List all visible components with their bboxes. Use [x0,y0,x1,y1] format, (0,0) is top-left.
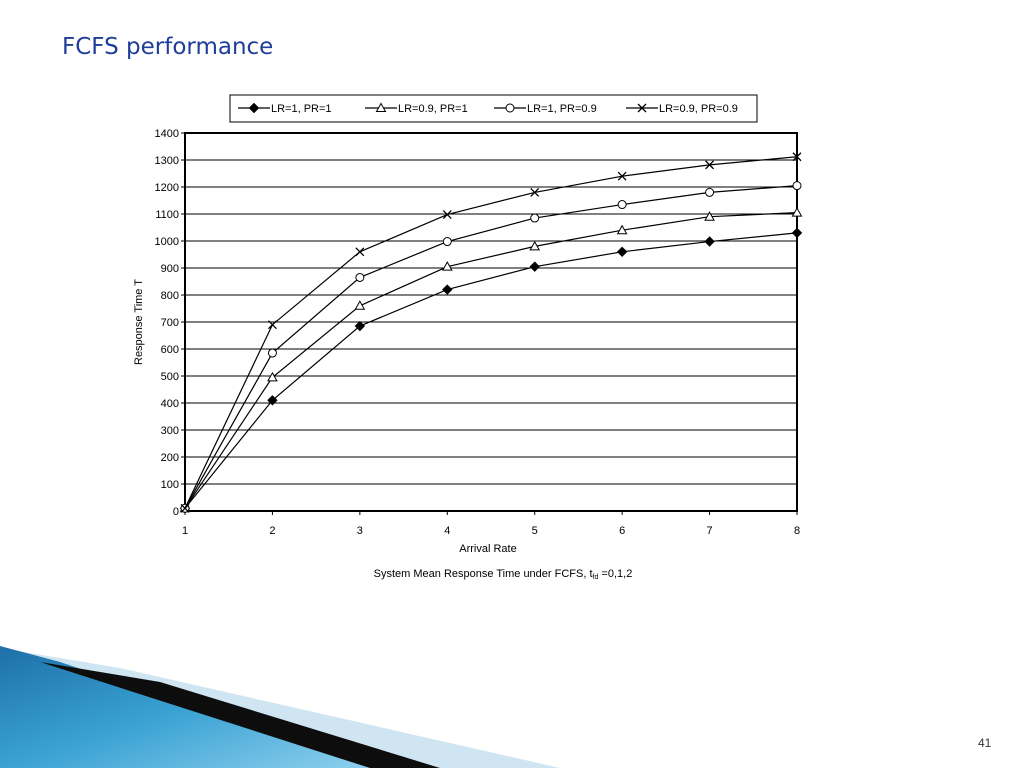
data-point-cross [705,160,715,170]
series-triangle [179,207,803,513]
series-cross [180,152,802,513]
slide-number: 41 [978,736,992,750]
data-point-diamond [267,395,278,406]
data-point-circle [505,103,515,113]
y-tick-label: 100 [161,479,179,491]
x-tick-label: 1 [182,525,188,537]
slide-title: FCFS performance [62,34,274,60]
footer-decoration [0,646,560,768]
data-point-triangle [529,240,541,251]
data-point-triangle [704,211,715,221]
caption-subscript: fd [593,574,599,581]
data-point-triangle [441,261,453,271]
data-point-circle [267,348,277,358]
x-tick-label: 5 [532,525,538,537]
x-tick-label: 6 [619,525,625,537]
data-point-cross [355,247,365,257]
y-tick-label: 1000 [155,236,179,248]
series-line [184,185,798,509]
y-tick-label: 800 [161,290,179,302]
data-point-diamond [529,261,540,272]
data-point-triangle [267,371,278,382]
y-tick-label: 600 [161,344,179,356]
chart-grid [185,159,797,485]
legend-label: LR=1, PR=0.9 [527,103,597,115]
footer-dark-band [40,662,440,768]
data-point-cross [637,103,647,113]
data-point-cross [617,171,627,181]
y-tick-label: 0 [173,506,179,518]
legend-label: LR=0.9, PR=1 [398,103,468,115]
data-point-diamond [248,102,260,114]
data-point-cross [442,210,452,219]
x-tick-label: 2 [269,525,275,537]
data-point-cross [180,503,190,513]
y-tick-label: 200 [161,452,179,464]
caption-tail: =0,1,2 [598,568,632,580]
data-point-diamond [354,320,366,332]
y-tick-label: 300 [161,425,179,437]
caption-main: System Mean Response Time under FCFS, t [374,568,593,580]
data-point-triangle [354,300,366,310]
y-axis-label: Response Time T [133,279,145,365]
data-point-circle [530,213,540,223]
legend-item: LR=1, PR=0.9 [494,103,597,115]
y-tick-label: 1400 [155,128,179,140]
legend-label: LR=1, PR=1 [271,103,332,115]
data-point-diamond [442,284,453,295]
chart-caption: System Mean Response Time under FCFS, tf… [374,568,633,581]
series-circle [180,181,802,513]
data-point-circle [355,272,365,282]
y-axis: 0 100 200 300 400 500 600 700 800 900 1000 1100 1200… [155,128,185,518]
series-line [184,232,798,509]
x-tick-label: 7 [707,525,713,537]
data-point-diamond [616,246,628,258]
y-tick-label: 1300 [155,155,179,167]
y-tick-label: 400 [161,398,179,410]
data-point-circle [705,187,715,197]
series-line [184,156,798,509]
line-chart: LR=1, PR=1 LR=0.9, PR=1 LR=1, PR=0.9 LR=0.9… [133,94,803,581]
chart-legend: LR=1, PR=1 LR=0.9, PR=1 LR=1, PR=0.9 LR=0.9… [229,94,758,123]
series-line [184,212,798,509]
y-tick-label: 1200 [155,182,179,194]
x-tick-label: 4 [444,525,450,537]
data-point-circle [792,181,802,191]
y-tick-label: 700 [161,317,179,329]
y-tick-label: 900 [161,263,179,275]
x-axis-label: Arrival Rate [459,543,516,555]
data-point-diamond [704,236,715,247]
data-point-circle [442,237,452,247]
y-tick-label: 500 [161,371,179,383]
data-point-circle [617,200,627,210]
y-tick-label: 1100 [155,209,179,221]
x-tick-label: 3 [357,525,363,537]
data-point-cross [530,187,540,197]
data-point-triangle [791,207,803,217]
legend-box [229,94,758,123]
legend-item: LR=0.9, PR=1 [365,102,468,115]
legend-item: LR=0.9, PR=0.9 [626,103,738,115]
x-tick-label: 8 [794,525,800,537]
legend-label: LR=0.9, PR=0.9 [659,103,738,115]
chart-series [179,152,803,514]
data-point-triangle [616,224,628,235]
data-point-cross [792,152,802,162]
data-point-cross [267,320,277,330]
data-point-diamond [791,227,803,239]
series-diamond [179,227,803,514]
data-point-triangle [375,102,387,112]
x-axis: 1 2 3 4 5 6 7 8 [182,511,800,537]
legend-item: LR=1, PR=1 [238,102,332,115]
